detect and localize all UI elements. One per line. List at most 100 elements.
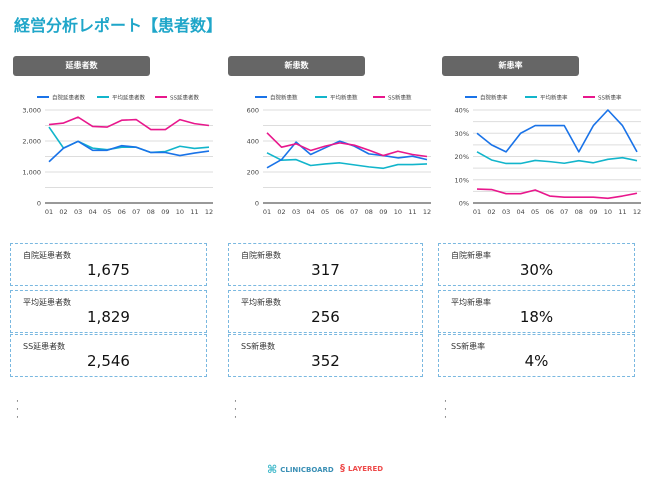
x-tick-label: 06: [118, 208, 126, 216]
series-line: [266, 152, 428, 170]
page-title: 経営分析レポート【患者数】: [14, 16, 223, 35]
y-tick-label: 1,000: [22, 169, 41, 177]
y-tick-label: 10%: [455, 176, 469, 184]
x-tick-label: 08: [365, 208, 373, 216]
y-tick-label: 30%: [455, 130, 469, 138]
kpi-card: 平均延患者数 1,829: [10, 290, 207, 333]
legend-label: 自院新患数: [270, 94, 298, 102]
x-tick-label: 02: [59, 208, 67, 216]
x-tick-label: 11: [618, 208, 626, 216]
kpi-label: 平均新患率: [451, 298, 491, 307]
kpi-card: SS新患率 4%: [438, 334, 635, 377]
series-line: [266, 132, 428, 158]
kpi-label: SS新患数: [241, 342, 276, 351]
x-tick-label: 10: [394, 208, 402, 216]
line-chart: 0 200 400 600 01 02 03 04 05 06 07 08 09 10 11 12 自院新患数 平…: [247, 94, 432, 217]
legend-label: 平均新患数: [330, 94, 358, 102]
y-tick-label: 2,000: [22, 138, 41, 146]
x-tick-label: 05: [321, 208, 329, 216]
y-tick-label: 600: [247, 107, 259, 115]
more-indicator: · · ·: [16, 397, 19, 423]
x-tick-label: 12: [205, 208, 213, 216]
y-tick-label: 0%: [459, 200, 469, 208]
y-tick-label: 400: [247, 138, 259, 146]
kpi-label: 平均延患者数: [23, 298, 71, 307]
legend-label: 平均延患者数: [112, 94, 146, 102]
x-tick-label: 09: [161, 208, 169, 216]
x-tick-label: 10: [604, 208, 612, 216]
more-indicator: · · ·: [234, 397, 237, 423]
x-tick-label: 09: [379, 208, 387, 216]
kpi-value: 1,829: [87, 308, 130, 326]
clinicboard-icon: ⌘: [267, 463, 278, 476]
x-tick-label: 09: [589, 208, 597, 216]
x-tick-label: 05: [531, 208, 539, 216]
y-tick-label: 0: [255, 200, 259, 208]
y-tick-label: 40%: [455, 107, 469, 115]
x-tick-label: 11: [190, 208, 198, 216]
section-header: 延患者数: [13, 56, 150, 76]
kpi-label: SS延患者数: [23, 342, 66, 351]
section-header: 新患率: [442, 56, 579, 76]
y-tick-label: 3,000: [22, 107, 41, 115]
kpi-value: 30%: [519, 261, 554, 279]
legend-label: 平均新患率: [540, 94, 568, 102]
more-indicator: · · ·: [444, 397, 447, 423]
x-tick-label: 08: [575, 208, 583, 216]
x-tick-label: 12: [633, 208, 641, 216]
x-tick-label: 12: [423, 208, 431, 216]
kpi-card: 平均新患率 18%: [438, 290, 635, 333]
series-line: [476, 151, 638, 165]
series-line: [48, 126, 210, 154]
x-tick-label: 07: [132, 208, 140, 216]
series-line: [48, 140, 210, 163]
x-tick-label: 01: [263, 208, 271, 216]
layered-icon: §: [340, 463, 345, 474]
series-line: [476, 188, 638, 200]
kpi-value: 256: [311, 308, 340, 326]
kpi-card: 自院延患者数 1,675: [10, 243, 207, 286]
kpi-card: 自院新患率 30%: [438, 243, 635, 286]
series-line: [476, 109, 638, 153]
legend-label: 自院延患者数: [52, 94, 86, 102]
x-tick-label: 10: [176, 208, 184, 216]
x-tick-label: 01: [45, 208, 53, 216]
series-line: [48, 116, 210, 131]
kpi-label: SS新患率: [451, 342, 486, 351]
kpi-card: 自院新患数 317: [228, 243, 423, 286]
x-tick-label: 03: [292, 208, 300, 216]
x-tick-label: 08: [147, 208, 155, 216]
x-tick-label: 04: [516, 208, 524, 216]
line-chart: 0% 10% 20% 30% 40% 01 02 03 04 05 06 07 08 09 10 11 12 自院…: [455, 94, 642, 217]
x-tick-label: 06: [336, 208, 344, 216]
kpi-value: 2,546: [87, 352, 130, 370]
x-tick-label: 07: [350, 208, 358, 216]
kpi-card: SS延患者数 2,546: [10, 334, 207, 377]
legend-label: SS延患者数: [170, 94, 199, 102]
kpi-label: 平均新患数: [241, 298, 281, 307]
legend-label: SS新患率: [598, 94, 622, 102]
x-tick-label: 05: [103, 208, 111, 216]
kpi-label: 自院新患数: [241, 251, 281, 260]
kpi-card: SS新患数 352: [228, 334, 423, 377]
x-tick-label: 03: [74, 208, 82, 216]
x-tick-label: 02: [487, 208, 495, 216]
x-tick-label: 11: [408, 208, 416, 216]
y-tick-label: 20%: [455, 153, 469, 161]
kpi-value: 352: [311, 352, 340, 370]
x-tick-label: 04: [306, 208, 314, 216]
x-tick-label: 04: [88, 208, 96, 216]
x-tick-label: 07: [560, 208, 568, 216]
kpi-value: 1,675: [87, 261, 130, 279]
x-tick-label: 02: [277, 208, 285, 216]
kpi-card: 平均新患数 256: [228, 290, 423, 333]
x-tick-label: 01: [473, 208, 481, 216]
kpi-label: 自院延患者数: [23, 251, 71, 260]
legend-label: SS新患数: [388, 94, 412, 102]
x-tick-label: 06: [546, 208, 554, 216]
kpi-label: 自院新患率: [451, 251, 491, 260]
clinicboard-logo: ⌘ CLINICBOARD: [267, 463, 334, 476]
kpi-value: 4%: [524, 352, 549, 370]
y-tick-label: 0: [37, 200, 41, 208]
layered-logo: § LAYERED: [340, 463, 384, 474]
